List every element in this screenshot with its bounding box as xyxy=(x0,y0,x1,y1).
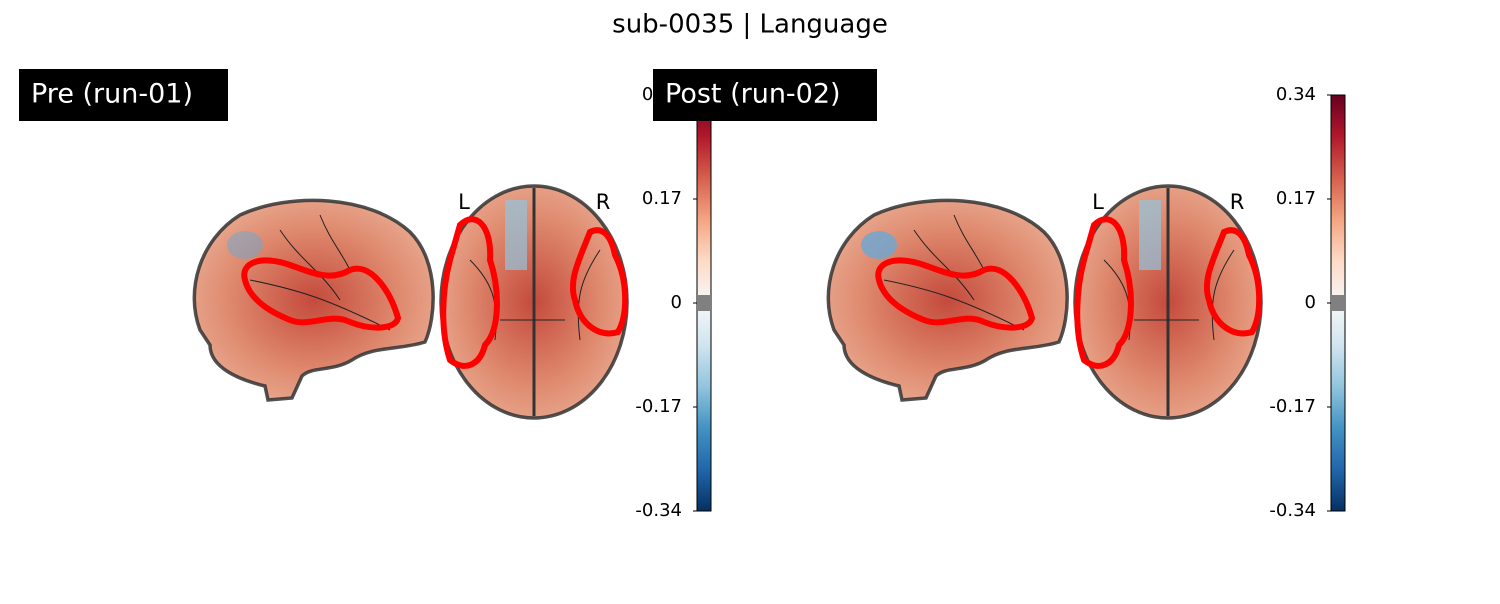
colorbar-tick-label: 0 xyxy=(1305,292,1316,313)
activation-patch xyxy=(227,231,263,259)
colorbar-tick-label: -0.34 xyxy=(1269,500,1316,521)
roi-contour xyxy=(875,257,1036,331)
panel: Pre (run-01)LR0.340.170-0.17-0.34 xyxy=(19,69,712,521)
sagittal-brain xyxy=(192,198,435,402)
sagittal-brain xyxy=(826,198,1069,402)
roi-contour xyxy=(241,257,402,331)
roi-contour xyxy=(1074,216,1134,369)
colorbar-tick-label: -0.17 xyxy=(635,396,682,417)
colorbar-tick-label: -0.17 xyxy=(1269,396,1316,417)
sulcus-line xyxy=(249,214,391,331)
figure-title: sub-0035 | Language xyxy=(612,10,888,40)
roi-contour xyxy=(1203,227,1263,337)
orientation-label: L xyxy=(458,190,470,214)
orientation-label: R xyxy=(596,190,611,214)
threshold-band xyxy=(697,295,711,311)
roi-contour xyxy=(569,227,629,337)
panel-label: Post (run-02) xyxy=(665,79,841,110)
colorbar-tick-label: 0 xyxy=(671,292,682,313)
panel-label-box xyxy=(653,69,877,121)
colorbar-tick-label: 0.34 xyxy=(1276,84,1316,105)
sulcus-line xyxy=(883,214,1025,331)
roi-contour xyxy=(440,216,500,369)
colorbar-tick-label: 0.17 xyxy=(1276,188,1316,209)
activation-patch xyxy=(505,200,527,270)
orientation-label: R xyxy=(1230,190,1245,214)
activation-patch xyxy=(861,231,897,259)
colorbar-tick-label: -0.34 xyxy=(635,500,682,521)
activation-patch xyxy=(1139,200,1161,270)
panel: Post (run-02) L R 0.34 0.17 0 -0.17 -0.34 xyxy=(653,69,1346,521)
panel-label-box xyxy=(19,69,228,121)
threshold-band xyxy=(1331,295,1345,311)
orientation-label: L xyxy=(1092,190,1104,214)
panel-label: Pre (run-01) xyxy=(31,79,193,110)
colorbar-tick-label: 0.17 xyxy=(642,188,682,209)
